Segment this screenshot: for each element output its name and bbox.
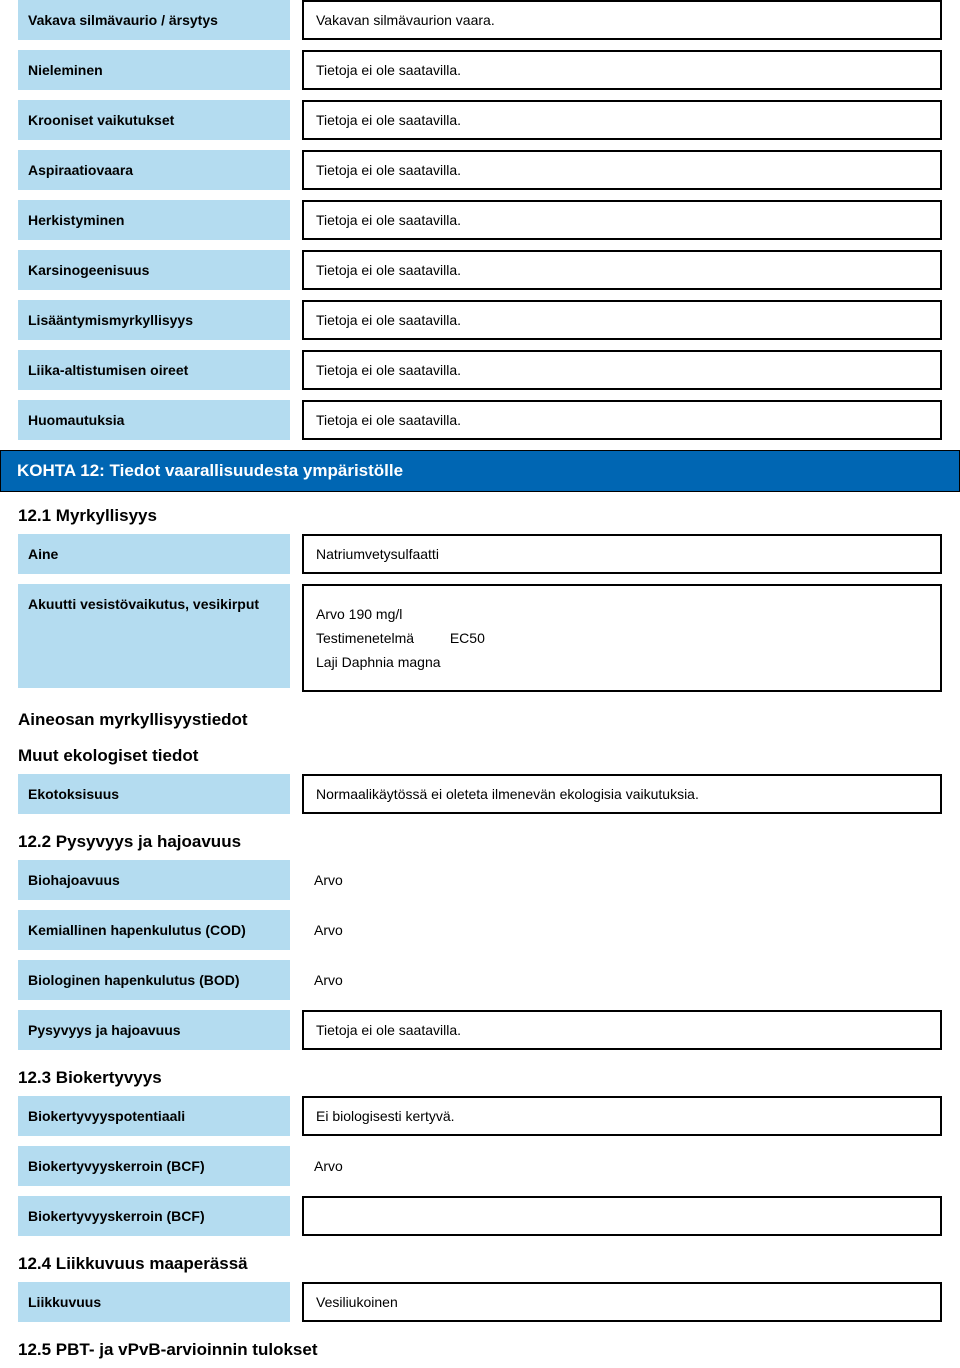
label: Herkistyminen — [18, 200, 290, 240]
test-value: EC50 — [450, 630, 485, 646]
label: Karsinogeenisuus — [18, 250, 290, 290]
heading-12-1: 12.1 Myrkyllisyys — [0, 498, 960, 534]
value: Vesiliukoinen — [302, 1282, 942, 1322]
row-aspiration: Aspiraatiovaara Tietoja ei ole saatavill… — [0, 150, 960, 190]
value: Tietoja ei ole saatavilla. — [302, 100, 942, 140]
value: Arvo 190 mg/l Testimenetelmä EC50 Laji D… — [302, 584, 942, 692]
label: Liika-altistumisen oireet — [18, 350, 290, 390]
label: Aspiraatiovaara — [18, 150, 290, 190]
label: Biokertyvyyspotentiaali — [18, 1096, 290, 1136]
label-continuation — [18, 648, 290, 688]
label: Lisääntymismyrkyllisyys — [18, 300, 290, 340]
label: Ekotoksisuus — [18, 774, 290, 814]
label: Liikkuvuus — [18, 1282, 290, 1322]
row-biodegradability: Biohajoavuus Arvo — [0, 860, 960, 900]
value-arvo: Arvo 190 mg/l — [316, 606, 928, 622]
heading-12-3: 12.3 Biokertyvyys — [0, 1060, 960, 1096]
label: Biologinen hapenkulutus (BOD) — [18, 960, 290, 1000]
row-chronic: Krooniset vaikutukset Tietoja ei ole saa… — [0, 100, 960, 140]
row-bioaccumulation-potential: Biokertyvyyspotentiaali Ei biologisesti … — [0, 1096, 960, 1136]
value: Tietoja ei ole saatavilla. — [302, 300, 942, 340]
label: Vakava silmävaurio / ärsytys — [18, 0, 290, 40]
row-mobility: Liikkuvuus Vesiliukoinen — [0, 1282, 960, 1322]
label: Kemiallinen hapenkulutus (COD) — [18, 910, 290, 950]
label: Aine — [18, 534, 290, 574]
label: Pysyvyys ja hajoavuus — [18, 1010, 290, 1050]
row-reproductive: Lisääntymismyrkyllisyys Tietoja ei ole s… — [0, 300, 960, 340]
value: Tietoja ei ole saatavilla. — [302, 250, 942, 290]
row-carcinogenicity: Karsinogeenisuus Tietoja ei ole saatavil… — [0, 250, 960, 290]
row-ingestion: Nieleminen Tietoja ei ole saatavilla. — [0, 50, 960, 90]
value-test: Testimenetelmä EC50 — [316, 630, 928, 646]
row-sensitization: Herkistyminen Tietoja ei ole saatavilla. — [0, 200, 960, 240]
row-persistence: Pysyvyys ja hajoavuus Tietoja ei ole saa… — [0, 1010, 960, 1050]
label: Akuutti vesistövaikutus, vesikirput — [18, 584, 290, 648]
label: Nieleminen — [18, 50, 290, 90]
row-overexposure: Liika-altistumisen oireet Tietoja ei ole… — [0, 350, 960, 390]
heading-other-eco: Muut ekologiset tiedot — [0, 738, 960, 774]
row-bcf-2: Biokertyvyyskerroin (BCF) — [0, 1196, 960, 1236]
value: Normaalikäytössä ei oleteta ilmenevän ek… — [302, 774, 942, 814]
row-bcf-1: Biokertyvyyskerroin (BCF) Arvo — [0, 1146, 960, 1186]
value: Arvo — [302, 860, 942, 900]
label: Krooniset vaikutukset — [18, 100, 290, 140]
value: Vakavan silmävaurion vaara. — [302, 0, 942, 40]
row-remarks: Huomautuksia Tietoja ei ole saatavilla. — [0, 400, 960, 440]
value: Arvo — [302, 960, 942, 1000]
value: Tietoja ei ole saatavilla. — [302, 50, 942, 90]
value: Arvo — [302, 1146, 942, 1186]
heading-12-2: 12.2 Pysyvyys ja hajoavuus — [0, 824, 960, 860]
heading-12-4: 12.4 Liikkuvuus maaperässä — [0, 1246, 960, 1282]
heading-12-5: 12.5 PBT- ja vPvB-arvioinnin tulokset — [0, 1332, 960, 1368]
value: Tietoja ei ole saatavilla. — [302, 200, 942, 240]
row-substance: Aine Natriumvetysulfaatti — [0, 534, 960, 574]
value: Ei biologisesti kertyvä. — [302, 1096, 942, 1136]
label: Huomautuksia — [18, 400, 290, 440]
document-root: Vakava silmävaurio / ärsytys Vakavan sil… — [0, 0, 960, 1368]
row-ecotoxicity: Ekotoksisuus Normaalikäytössä ei oleteta… — [0, 774, 960, 814]
value: Natriumvetysulfaatti — [302, 534, 942, 574]
row-bod: Biologinen hapenkulutus (BOD) Arvo — [0, 960, 960, 1000]
value — [302, 1196, 942, 1236]
section-12-header: KOHTA 12: Tiedot vaarallisuudesta ympäri… — [0, 450, 960, 492]
test-label: Testimenetelmä — [316, 630, 414, 646]
label: Biohajoavuus — [18, 860, 290, 900]
heading-component-toxicity: Aineosan myrkyllisyystiedot — [0, 702, 960, 738]
label: Biokertyvyyskerroin (BCF) — [18, 1146, 290, 1186]
value: Arvo — [302, 910, 942, 950]
row-acute-aquatic: Akuutti vesistövaikutus, vesikirput Arvo… — [0, 584, 960, 692]
row-eye-damage: Vakava silmävaurio / ärsytys Vakavan sil… — [0, 0, 960, 40]
value: Tietoja ei ole saatavilla. — [302, 1010, 942, 1050]
label: Biokertyvyyskerroin (BCF) — [18, 1196, 290, 1236]
value: Tietoja ei ole saatavilla. — [302, 350, 942, 390]
value-species: Laji Daphnia magna — [316, 654, 928, 670]
row-cod: Kemiallinen hapenkulutus (COD) Arvo — [0, 910, 960, 950]
value: Tietoja ei ole saatavilla. — [302, 150, 942, 190]
value: Tietoja ei ole saatavilla. — [302, 400, 942, 440]
